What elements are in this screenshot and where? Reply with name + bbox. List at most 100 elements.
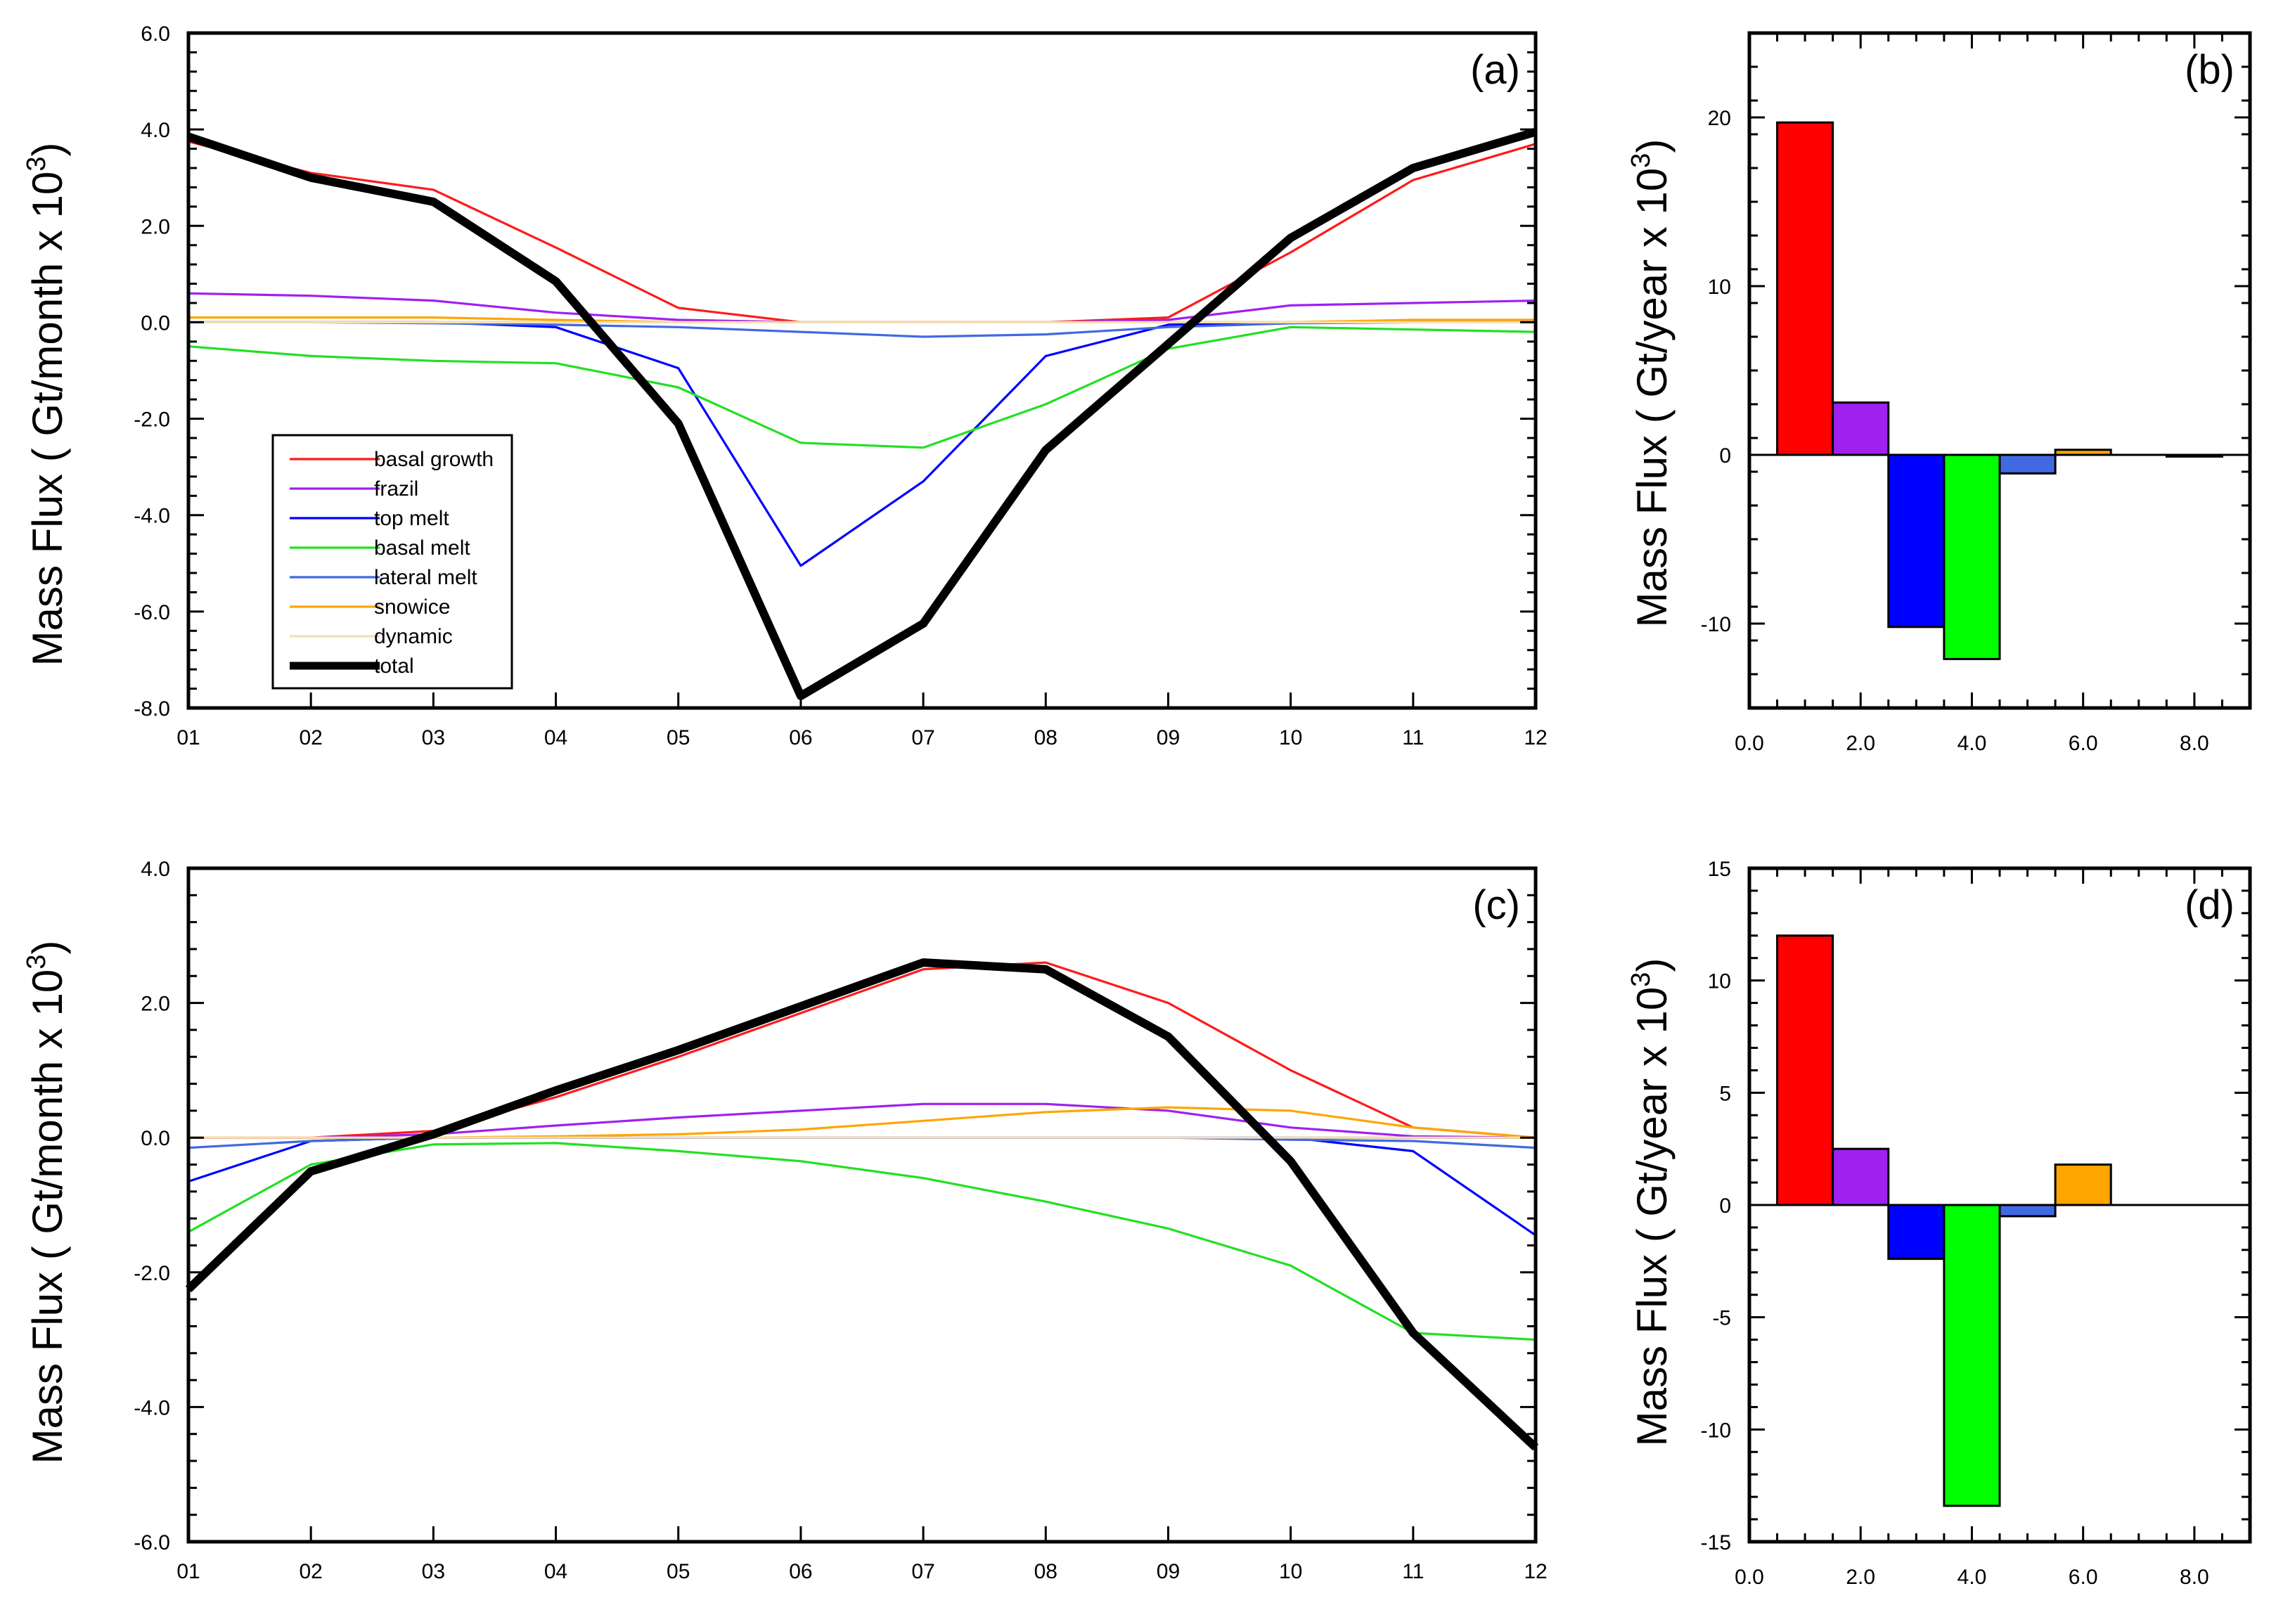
x-tick-label: 2.0 bbox=[1846, 732, 1875, 755]
x-tick-label: 11 bbox=[1402, 726, 1424, 749]
y-tick-label: -4.0 bbox=[134, 505, 170, 528]
panel-label: (d) bbox=[2185, 882, 2235, 928]
plot-frame bbox=[1747, 866, 2252, 1544]
bar-4 bbox=[1943, 453, 2001, 660]
y-tick-label: 5 bbox=[1719, 1082, 1731, 1105]
panel-b: 0.0 2.0 4.0 6.0 8.0 -10 0 10 20 (b) bbox=[1701, 31, 2252, 755]
ylabel-panel-b: Mass Flux ( Gt/year x 103) bbox=[1626, 139, 1676, 628]
legend-label: total bbox=[374, 655, 414, 678]
legend-label: basal growth bbox=[374, 448, 494, 471]
x-tick-label: 09 bbox=[1157, 1560, 1180, 1583]
x-tick-label: 01 bbox=[176, 1560, 200, 1583]
legend-box bbox=[271, 434, 513, 690]
series-line-basal-melt bbox=[188, 1142, 1536, 1341]
x-tick-label: 02 bbox=[299, 1560, 322, 1583]
y-tick-label: -8.0 bbox=[134, 697, 170, 721]
bar-2 bbox=[1832, 401, 1890, 456]
ylabel-panel-d: Mass Flux ( Gt/year x 103) bbox=[1626, 958, 1676, 1447]
x-tick-label: 03 bbox=[422, 1560, 445, 1583]
x-tick-label: 04 bbox=[544, 1560, 567, 1583]
x-tick-label: 10 bbox=[1279, 726, 1302, 749]
y-tick-label: 2.0 bbox=[141, 215, 170, 238]
x-tick-label: 0.0 bbox=[1735, 732, 1764, 755]
series-line-total bbox=[187, 127, 1537, 700]
series-line-lateral-melt bbox=[188, 321, 1536, 338]
y-tick-label: 4.0 bbox=[141, 858, 170, 881]
series-line-frazil bbox=[188, 1102, 1536, 1139]
legend-label: frazil bbox=[374, 477, 418, 501]
y-tick-label: 6.0 bbox=[141, 22, 170, 46]
x-tick-label: 0.0 bbox=[1735, 1566, 1764, 1589]
x-tick-label: 02 bbox=[299, 726, 322, 749]
y-tick-label: 0 bbox=[1719, 1194, 1731, 1218]
y-tick-label: -10 bbox=[1701, 613, 1731, 636]
panel-a: 01 02 03 04 05 06 07 08 09 10 11 12 -8.0 -6.0 -4.0 -2.0… bbox=[134, 22, 1547, 749]
x-tick-label: 8.0 bbox=[2180, 732, 2209, 755]
y-tick-label: -2.0 bbox=[134, 1262, 170, 1285]
plot-frame bbox=[186, 866, 1538, 1544]
panel-label: (a) bbox=[1470, 47, 1520, 93]
y-tick-label: 0 bbox=[1719, 444, 1731, 468]
x-tick-label: 12 bbox=[1524, 726, 1547, 749]
x-tick-label: 6.0 bbox=[2069, 1566, 2098, 1589]
legend-label: lateral melt bbox=[374, 566, 477, 589]
bar-5 bbox=[1998, 1204, 2057, 1218]
series-line-total bbox=[185, 958, 1539, 1451]
y-tick-label: 0.0 bbox=[141, 311, 170, 335]
x-tick-label: 05 bbox=[667, 726, 690, 749]
bar-3 bbox=[1887, 453, 1946, 629]
panel-c: 01 02 03 04 05 06 07 08 09 10 11 12 -6.0 -4.0 -2.0 0.0 2… bbox=[134, 858, 1547, 1583]
x-tick-label: 4.0 bbox=[1957, 1566, 1987, 1589]
bar-3 bbox=[1887, 1204, 1946, 1261]
x-tick-label: 2.0 bbox=[1846, 1566, 1875, 1589]
x-tick-label: 03 bbox=[422, 726, 445, 749]
ylabel-panel-a: Mass Flux ( Gt/month x 103) bbox=[22, 143, 71, 666]
bar-1 bbox=[1776, 934, 1834, 1206]
bar-1 bbox=[1776, 121, 1834, 456]
y-tick-label: -6.0 bbox=[134, 1531, 170, 1554]
x-tick-label: 11 bbox=[1402, 1560, 1424, 1583]
bar-4 bbox=[1943, 1204, 2001, 1507]
x-tick-label: 07 bbox=[911, 1560, 934, 1583]
y-tick-label: 20 bbox=[1708, 107, 1731, 130]
panel-label: (c) bbox=[1472, 882, 1520, 928]
x-tick-label: 10 bbox=[1279, 1560, 1302, 1583]
legend-label: dynamic bbox=[374, 625, 453, 648]
x-tick-label: 05 bbox=[667, 1560, 690, 1583]
x-tick-label: 6.0 bbox=[2069, 732, 2098, 755]
plot-frame bbox=[186, 31, 1538, 710]
x-tick-label: 08 bbox=[1034, 726, 1057, 749]
y-tick-label: -5 bbox=[1712, 1307, 1731, 1330]
ylabel-panel-c: Mass Flux ( Gt/month x 103) bbox=[22, 941, 71, 1464]
panel-d: 0.0 2.0 4.0 6.0 8.0 -15 -10 -5 0 5 10 15 (d) bbox=[1701, 858, 2252, 1589]
y-tick-label: -2.0 bbox=[134, 408, 170, 432]
x-tick-label: 09 bbox=[1157, 726, 1180, 749]
x-tick-label: 06 bbox=[789, 1560, 812, 1583]
bar-6 bbox=[2054, 1164, 2112, 1206]
legend-label: basal melt bbox=[374, 536, 470, 560]
x-tick-label: 8.0 bbox=[2180, 1566, 2209, 1589]
legend-label: snowice bbox=[374, 595, 450, 619]
series-line-basal-melt bbox=[188, 326, 1536, 449]
y-tick-label: -4.0 bbox=[134, 1396, 170, 1419]
y-tick-label: 10 bbox=[1708, 276, 1731, 299]
panel-label: (b) bbox=[2185, 47, 2235, 93]
x-tick-label: 04 bbox=[544, 726, 567, 749]
bar-2 bbox=[1832, 1147, 1890, 1206]
bar-5 bbox=[1998, 453, 2057, 475]
x-tick-label: 08 bbox=[1034, 1560, 1057, 1583]
y-tick-label: -10 bbox=[1701, 1419, 1731, 1442]
y-tick-label: -6.0 bbox=[134, 601, 170, 624]
x-tick-label: 07 bbox=[911, 726, 934, 749]
y-tick-label: -15 bbox=[1701, 1531, 1731, 1554]
x-tick-label: 01 bbox=[176, 726, 200, 749]
y-tick-label: 2.0 bbox=[141, 993, 170, 1016]
series-line-basal-growth bbox=[188, 961, 1536, 1139]
x-tick-label: 12 bbox=[1524, 1560, 1547, 1583]
x-tick-label: 4.0 bbox=[1957, 732, 1987, 755]
y-tick-label: 0.0 bbox=[141, 1127, 170, 1150]
x-tick-label: 06 bbox=[789, 726, 812, 749]
series-line-basal-growth bbox=[188, 140, 1536, 323]
y-tick-label: 4.0 bbox=[141, 119, 170, 142]
